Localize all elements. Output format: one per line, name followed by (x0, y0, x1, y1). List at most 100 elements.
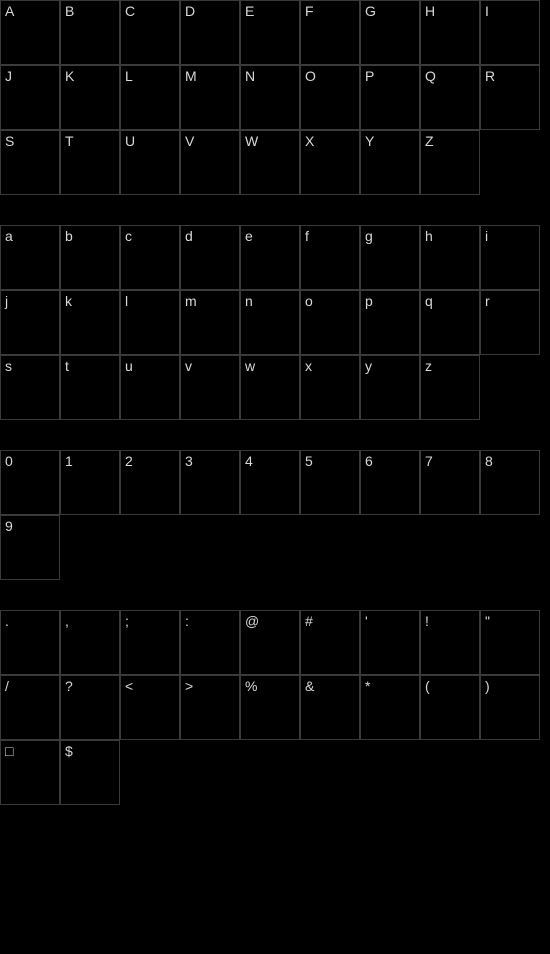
glyph-cell[interactable]: r (480, 290, 540, 355)
glyph-cell[interactable]: U (120, 130, 180, 195)
glyph-cell[interactable]: 4 (240, 450, 300, 515)
glyph-cell[interactable]: m (180, 290, 240, 355)
glyph-cell[interactable]: $ (60, 740, 120, 805)
glyph-cell[interactable]: F (300, 0, 360, 65)
glyph-cell[interactable]: * (360, 675, 420, 740)
glyph-cell[interactable]: s (0, 355, 60, 420)
glyph-cell[interactable]: 9 (0, 515, 60, 580)
glyph-label: H (425, 4, 475, 18)
glyph-cell[interactable]: k (60, 290, 120, 355)
glyph-cell[interactable]: j (0, 290, 60, 355)
glyph-cell[interactable]: & (300, 675, 360, 740)
glyph-cell[interactable]: l (120, 290, 180, 355)
glyph-cell[interactable]: : (180, 610, 240, 675)
glyph-cell[interactable]: R (480, 65, 540, 130)
glyph-cell[interactable]: 1 (60, 450, 120, 515)
glyph-cell[interactable]: u (120, 355, 180, 420)
glyph-label: C (125, 4, 175, 18)
glyph-cell[interactable]: E (240, 0, 300, 65)
glyph-cell[interactable]: 6 (360, 450, 420, 515)
glyph-label: : (185, 614, 235, 628)
glyph-cell[interactable]: O (300, 65, 360, 130)
glyph-label: m (185, 294, 235, 308)
glyph-cell[interactable]: n (240, 290, 300, 355)
glyph-cell[interactable]: C (120, 0, 180, 65)
glyph-cell[interactable]: q (420, 290, 480, 355)
glyph-label: Y (365, 134, 415, 148)
glyph-label: f (305, 229, 355, 243)
glyph-cell[interactable]: z (420, 355, 480, 420)
glyph-label: R (485, 69, 535, 83)
glyph-cell[interactable]: d (180, 225, 240, 290)
glyph-label: g (365, 229, 415, 243)
glyph-cell[interactable]: 0 (0, 450, 60, 515)
glyph-cell[interactable]: X (300, 130, 360, 195)
glyph-cell[interactable]: B (60, 0, 120, 65)
glyph-cell[interactable]: H (420, 0, 480, 65)
glyph-cell[interactable]: e (240, 225, 300, 290)
glyph-cell[interactable]: ? (60, 675, 120, 740)
glyph-cell[interactable]: > (180, 675, 240, 740)
glyph-cell[interactable]: 3 (180, 450, 240, 515)
glyph-cell[interactable]: a (0, 225, 60, 290)
glyph-label: $ (65, 744, 115, 758)
glyph-cell[interactable]: i (480, 225, 540, 290)
glyph-cell[interactable]: L (120, 65, 180, 130)
glyph-cell[interactable]: y (360, 355, 420, 420)
glyph-cell[interactable]: , (60, 610, 120, 675)
glyph-cell[interactable]: A (0, 0, 60, 65)
glyph-cell[interactable]: v (180, 355, 240, 420)
glyph-cell[interactable]: ; (120, 610, 180, 675)
glyph-cell[interactable]: x (300, 355, 360, 420)
section-lowercase: abcdefghi jklmnopqr stuvwxyz (0, 225, 540, 420)
glyph-cell[interactable]: t (60, 355, 120, 420)
glyph-cell[interactable]: D (180, 0, 240, 65)
glyph-cell[interactable]: . (0, 610, 60, 675)
glyph-cell[interactable]: # (300, 610, 360, 675)
glyph-cell[interactable]: p (360, 290, 420, 355)
glyph-cell[interactable]: 5 (300, 450, 360, 515)
glyph-cell[interactable]: w (240, 355, 300, 420)
glyph-cell[interactable]: " (480, 610, 540, 675)
glyph-cell[interactable]: ) (480, 675, 540, 740)
glyph-cell[interactable]: o (300, 290, 360, 355)
glyph-label: * (365, 679, 415, 693)
glyph-cell[interactable]: < (120, 675, 180, 740)
glyph-cell[interactable]: ' (360, 610, 420, 675)
glyph-label: l (125, 294, 175, 308)
glyph-cell[interactable]: ( (420, 675, 480, 740)
glyph-label: w (245, 359, 295, 373)
glyph-cell[interactable]: h (420, 225, 480, 290)
glyph-cell[interactable]: □ (0, 740, 60, 805)
glyph-cell[interactable]: @ (240, 610, 300, 675)
glyph-label: L (125, 69, 175, 83)
glyph-label: P (365, 69, 415, 83)
glyph-cell[interactable]: f (300, 225, 360, 290)
glyph-label: b (65, 229, 115, 243)
glyph-cell[interactable]: S (0, 130, 60, 195)
glyph-cell[interactable]: N (240, 65, 300, 130)
glyph-cell[interactable]: Y (360, 130, 420, 195)
glyph-cell[interactable]: g (360, 225, 420, 290)
glyph-label: 1 (65, 454, 115, 468)
glyph-cell[interactable]: J (0, 65, 60, 130)
glyph-cell[interactable]: P (360, 65, 420, 130)
glyph-cell[interactable]: T (60, 130, 120, 195)
glyph-cell[interactable]: Z (420, 130, 480, 195)
glyph-cell[interactable]: W (240, 130, 300, 195)
glyph-cell[interactable]: % (240, 675, 300, 740)
glyph-cell[interactable]: / (0, 675, 60, 740)
glyph-cell[interactable]: K (60, 65, 120, 130)
glyph-cell[interactable]: ! (420, 610, 480, 675)
glyph-cell[interactable]: 2 (120, 450, 180, 515)
glyph-label: S (5, 134, 55, 148)
glyph-cell[interactable]: V (180, 130, 240, 195)
glyph-cell[interactable]: c (120, 225, 180, 290)
glyph-cell[interactable]: G (360, 0, 420, 65)
glyph-cell[interactable]: Q (420, 65, 480, 130)
glyph-cell[interactable]: 7 (420, 450, 480, 515)
glyph-cell[interactable]: M (180, 65, 240, 130)
glyph-cell[interactable]: I (480, 0, 540, 65)
glyph-cell[interactable]: b (60, 225, 120, 290)
glyph-cell[interactable]: 8 (480, 450, 540, 515)
